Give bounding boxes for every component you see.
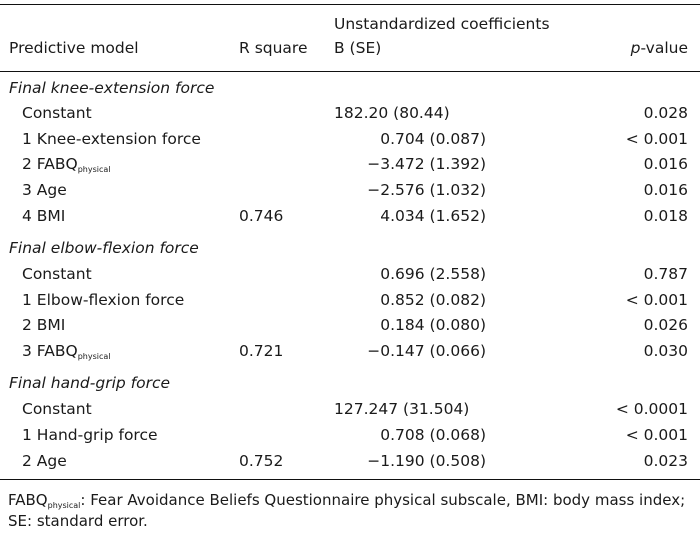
table-header-rule — [0, 71, 700, 73]
row-coefficient: 4.034 (1.652) — [380, 207, 486, 225]
header-p-value: p-value — [630, 39, 688, 57]
row-coefficient: 0.696 (2.558) — [380, 265, 486, 283]
row-predictor-label: 1 Hand-grip force — [22, 426, 158, 444]
table-top-rule — [0, 4, 700, 6]
section-title: Final knee-extension force — [9, 79, 215, 97]
row-predictor-label: Constant — [22, 104, 92, 122]
row-p-value: 0.028 — [643, 104, 688, 122]
header-predictive-model: Predictive model — [9, 39, 139, 57]
row-predictor-label: 2 FABQphysical — [22, 155, 111, 174]
row-r-square: 0.746 — [239, 207, 284, 225]
row-predictor-label: 3 FABQphysical — [22, 342, 111, 361]
row-predictor-label: 1 Elbow-flexion force — [22, 291, 185, 309]
row-coefficient: −1.190 (0.508) — [367, 452, 486, 470]
row-p-value: 0.018 — [643, 207, 688, 225]
row-predictor-label: Constant — [22, 265, 92, 283]
row-coefficient: 0.184 (0.080) — [380, 316, 486, 334]
section-title: Final elbow-flexion force — [9, 239, 199, 257]
table-footnote: FABQphysical: Fear Avoidance Beliefs Que… — [8, 491, 686, 530]
row-p-value: 0.016 — [643, 181, 688, 199]
row-coefficient: 0.852 (0.082) — [380, 291, 486, 309]
row-predictor-label: 2 Age — [22, 452, 67, 470]
row-predictor-label: Constant — [22, 400, 92, 418]
section-title: Final hand-grip force — [9, 374, 171, 392]
row-p-value: 0.026 — [643, 316, 688, 334]
row-p-value: 0.023 — [643, 452, 688, 470]
row-coefficient: 0.708 (0.068) — [380, 426, 486, 444]
row-predictor-label: 3 Age — [22, 181, 67, 199]
row-coefficient: 182.20 (80.44) — [334, 104, 450, 122]
row-p-value: 0.016 — [643, 155, 688, 173]
row-p-value: < 0.001 — [625, 426, 688, 444]
header-b-se: B (SE) — [334, 39, 382, 57]
row-p-value: < 0.001 — [625, 130, 688, 148]
row-coefficient: −3.472 (1.392) — [367, 155, 486, 173]
row-coefficient: 127.247 (31.504) — [334, 400, 470, 418]
header-b-group: Unstandardized coefficients — [334, 15, 550, 33]
row-p-value: 0.030 — [643, 342, 688, 360]
header-r-square: R square — [239, 39, 308, 57]
row-predictor-label: 4 BMI — [22, 207, 66, 225]
row-predictor-label: 2 BMI — [22, 316, 66, 334]
row-r-square: 0.752 — [239, 452, 284, 470]
table-bottom-rule — [0, 479, 700, 481]
row-p-value: 0.787 — [643, 265, 688, 283]
row-r-square: 0.721 — [239, 342, 284, 360]
row-predictor-label: 1 Knee-extension force — [22, 130, 201, 148]
row-coefficient: −0.147 (0.066) — [367, 342, 486, 360]
row-p-value: < 0.001 — [625, 291, 688, 309]
row-p-value: < 0.0001 — [615, 400, 688, 418]
row-coefficient: 0.704 (0.087) — [380, 130, 486, 148]
row-coefficient: −2.576 (1.032) — [367, 181, 486, 199]
